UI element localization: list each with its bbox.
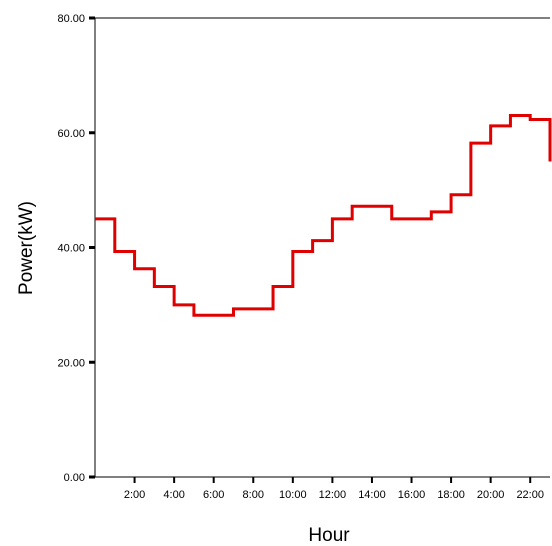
y-tick-label: 40.00 [57, 243, 85, 255]
x-tick-label: 2:00 [124, 489, 145, 501]
x-tick-label: 10:00 [279, 489, 307, 501]
x-tick-label: 12:00 [319, 489, 347, 501]
x-axis-ticks: 2:00 4:00 6:00 8:00 10:00 12:00 14:00 16:00 18:0… [124, 477, 544, 501]
x-tick-label: 22:00 [516, 489, 544, 501]
x-tick-label: 14:00 [358, 489, 386, 501]
series-line [95, 114, 552, 317]
x-tick-label: 8:00 [243, 489, 264, 501]
x-tick-label: 6:00 [203, 489, 224, 501]
series-group [95, 114, 552, 317]
x-axis-title: Hour [308, 525, 350, 546]
y-axis-ticks: 0.00 20.00 40.00 60.00 80.00 [57, 13, 95, 484]
x-tick-label: 16:00 [398, 489, 426, 501]
y-tick-label: 0.00 [64, 472, 85, 484]
y-tick-label: 20.00 [57, 357, 85, 369]
y-axis-title: Power(kW) [16, 201, 37, 295]
y-tick-label: 80.00 [57, 13, 85, 25]
x-tick-label: 18:00 [437, 489, 465, 501]
x-tick-label: 20:00 [477, 489, 505, 501]
y-tick-label: 60.00 [57, 128, 85, 140]
x-tick-label: 4:00 [163, 489, 184, 501]
chart-axes [94, 17, 550, 478]
